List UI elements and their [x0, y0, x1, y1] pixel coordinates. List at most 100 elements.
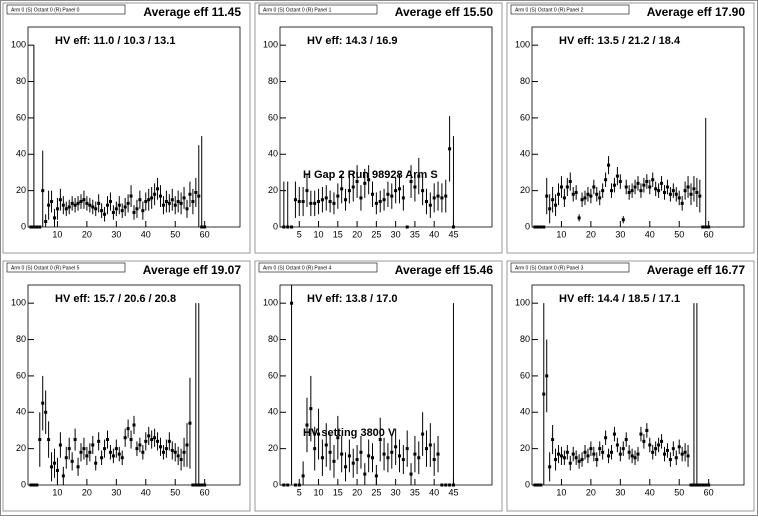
x-tick-label: 30: [111, 229, 121, 239]
data-point: [188, 421, 192, 425]
hv-eff: HV eff: 14.3 / 16.9: [307, 35, 398, 47]
data-point: [79, 450, 83, 454]
y-tick-label: 60: [16, 112, 26, 122]
average-eff: Average eff 19.07: [143, 263, 242, 277]
data-point: [290, 225, 294, 229]
data-point: [150, 196, 154, 200]
data-point: [29, 483, 33, 487]
data-point: [686, 185, 690, 189]
data-point: [374, 474, 378, 478]
hv-eff: HV eff: 13.8 / 17.0: [307, 293, 398, 305]
data-point: [332, 459, 336, 463]
data-point: [144, 439, 148, 443]
data-point: [668, 458, 672, 462]
data-point: [618, 452, 622, 456]
data-point: [405, 447, 409, 451]
data-point: [167, 201, 171, 205]
data-point: [194, 190, 198, 194]
data-point: [665, 185, 669, 189]
data-point: [639, 432, 643, 436]
data-point: [150, 438, 154, 442]
data-point: [351, 185, 355, 189]
y-tick-label: 60: [16, 370, 26, 380]
data-point: [607, 163, 611, 167]
data-point: [595, 192, 599, 196]
data-point: [598, 447, 602, 451]
data-point: [618, 180, 622, 184]
panel: Arm 0 (S) Octant 0 (R) Panel 2 Average ef…: [506, 2, 755, 254]
data-point: [648, 443, 652, 447]
panel: Arm 0 (S) Octant 0 (R) Panel 3 Average ef…: [506, 260, 755, 512]
data-point: [577, 459, 581, 463]
data-point: [317, 200, 321, 204]
data-point: [82, 198, 86, 202]
data-point: [683, 189, 687, 193]
data-point: [309, 201, 313, 205]
x-tick-label: 20: [352, 487, 362, 497]
data-point: [297, 200, 301, 204]
data-point: [624, 185, 628, 189]
data-point: [305, 189, 309, 193]
x-tick-label: 30: [391, 229, 401, 239]
data-point: [674, 456, 678, 460]
data-point: [332, 201, 336, 205]
data-point: [161, 450, 165, 454]
hv-eff: HV eff: 13.5 / 21.2 / 18.4: [559, 35, 681, 47]
data-point: [645, 428, 649, 432]
data-point: [82, 447, 86, 451]
data-point: [394, 189, 398, 193]
y-tick-label: 20: [520, 443, 530, 453]
data-point: [58, 443, 62, 447]
data-point: [580, 198, 584, 202]
y-tick-label: 40: [16, 407, 26, 417]
data-point: [156, 187, 160, 191]
data-point: [44, 220, 48, 224]
data-point: [132, 210, 136, 214]
data-point: [444, 483, 448, 487]
data-point: [336, 194, 340, 198]
data-point: [179, 201, 183, 205]
y-tick-label: 60: [268, 370, 278, 380]
data-point: [448, 147, 452, 151]
plot-frame: [27, 26, 241, 228]
y-tick-label: 0: [273, 221, 278, 231]
data-point: [633, 456, 637, 460]
data-point: [692, 187, 696, 191]
data-point: [173, 203, 177, 207]
y-tick-label: 80: [16, 334, 26, 344]
average-eff: Average eff 16.77: [647, 263, 746, 277]
data-point: [417, 456, 421, 460]
data-point: [386, 456, 390, 460]
data-point: [359, 450, 363, 454]
data-point: [598, 196, 602, 200]
data-point: [428, 443, 432, 447]
data-point: [297, 483, 301, 487]
data-point: [704, 483, 708, 487]
y-tick-label: 20: [268, 443, 278, 453]
data-point: [577, 216, 581, 220]
data-point: [336, 436, 340, 440]
y-tick-label: 0: [525, 221, 530, 231]
x-tick-label: 5: [297, 487, 302, 497]
data-point: [123, 436, 127, 440]
data-point: [654, 187, 658, 191]
data-point: [73, 203, 77, 207]
data-point: [559, 185, 563, 189]
overlay-note: HV setting 3800 V: [303, 427, 396, 439]
data-point: [61, 474, 65, 478]
data-point: [55, 468, 59, 472]
data-point: [689, 483, 693, 487]
y-tick-label: 100: [515, 298, 530, 308]
x-tick-label: 40: [141, 229, 151, 239]
data-point: [53, 461, 56, 465]
data-point: [103, 212, 107, 216]
data-point: [533, 483, 537, 487]
data-point: [610, 189, 613, 193]
panel: Arm 0 (S) Octant 0 (R) Panel 4 Average ef…: [254, 260, 503, 512]
data-point: [409, 472, 413, 476]
data-point: [440, 483, 444, 487]
data-point: [111, 454, 115, 458]
data-point: [363, 472, 367, 476]
data-point: [182, 196, 186, 200]
data-point: [612, 183, 616, 187]
